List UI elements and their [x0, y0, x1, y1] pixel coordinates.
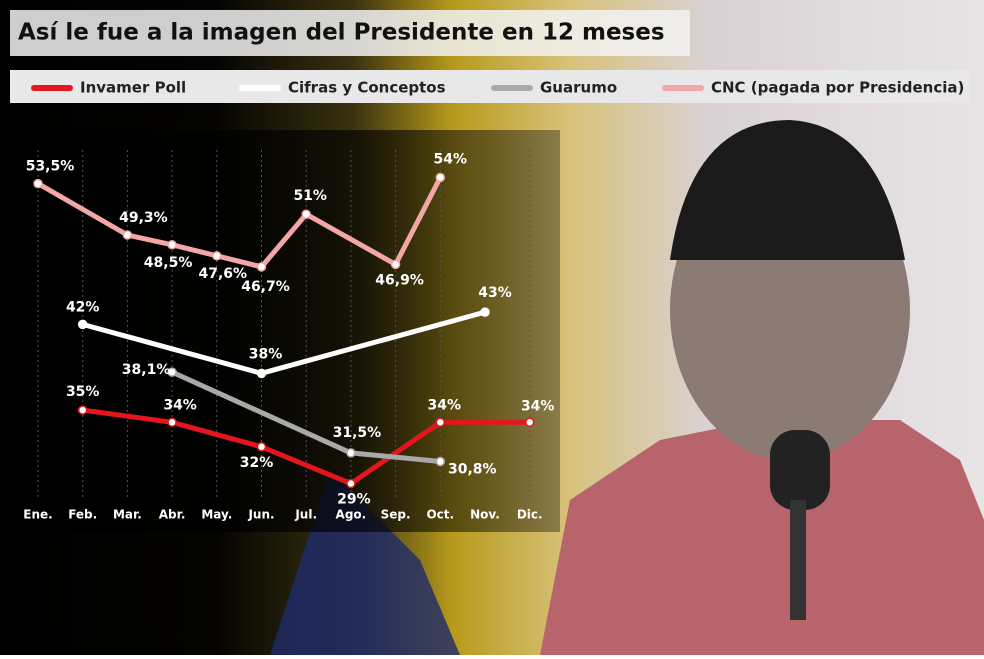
- data-label: 49,3%: [119, 210, 168, 226]
- point: [256, 368, 267, 379]
- point: [435, 456, 446, 467]
- line-segment: [169, 369, 354, 456]
- point: [33, 178, 43, 189]
- x-tick-label: Dic.: [517, 508, 543, 522]
- point: [77, 319, 88, 330]
- data-label: 42%: [66, 299, 100, 315]
- data-label: 54%: [434, 151, 468, 167]
- data-label: 38%: [249, 346, 283, 362]
- data-label: 35%: [66, 384, 100, 400]
- point: [390, 259, 401, 270]
- point: [480, 307, 490, 317]
- line-segment: [393, 174, 443, 267]
- x-tick-label: May.: [201, 508, 232, 522]
- point: [524, 417, 535, 428]
- point: [77, 405, 88, 415]
- x-tick-label: Feb.: [68, 508, 97, 522]
- x-tick-label: Sep.: [381, 508, 411, 522]
- data-label: 32%: [240, 455, 274, 471]
- data-label: 31,5%: [333, 425, 382, 441]
- line-segment: [259, 211, 309, 270]
- point: [435, 417, 446, 428]
- data-label: 30,8%: [448, 461, 497, 477]
- shirt: [540, 420, 984, 655]
- point: [346, 478, 356, 489]
- data-label: 53,5%: [26, 159, 75, 175]
- line-segment: [348, 419, 443, 487]
- point: [346, 448, 356, 458]
- line-segment: [303, 211, 399, 267]
- line-segment: [35, 181, 130, 238]
- data-label: 34%: [163, 397, 197, 413]
- x-tick-label: Nov.: [470, 508, 500, 522]
- x-tick-label: Ene.: [23, 508, 52, 522]
- line-segment: [259, 309, 488, 376]
- line-segment: [259, 444, 354, 487]
- data-label: 34%: [428, 397, 462, 413]
- data-label: 38,1%: [122, 362, 171, 378]
- x-tick-label: Mar.: [113, 508, 142, 522]
- legend-box: [10, 70, 970, 103]
- data-label: 46,7%: [241, 279, 290, 295]
- data-label: 47,6%: [199, 266, 248, 282]
- point: [167, 417, 177, 428]
- legend-label: CNC (pagada por Presidencia): [711, 79, 964, 97]
- x-tick-label: Oct.: [426, 508, 454, 522]
- line-segment: [124, 232, 175, 248]
- chart-title: Así le fue a la imagen del Presidente en…: [18, 20, 665, 46]
- line-segment: [80, 321, 264, 376]
- point: [167, 240, 177, 250]
- point: [435, 172, 446, 183]
- data-label: 43%: [478, 285, 512, 301]
- point: [256, 442, 267, 452]
- point: [212, 251, 222, 261]
- legend-label: Cifras y Conceptos: [288, 79, 446, 97]
- line-segment: [214, 253, 264, 270]
- point: [256, 262, 267, 272]
- x-tick-label: Ago.: [336, 508, 367, 522]
- point: [301, 209, 311, 219]
- line-segment: [80, 407, 175, 425]
- line-segment: [348, 450, 443, 464]
- x-tick-label: Jun.: [247, 508, 274, 522]
- data-label: 48,5%: [144, 255, 193, 271]
- x-tick-label: Abr.: [159, 508, 186, 522]
- data-label: 29%: [337, 492, 371, 508]
- x-tick-label: Jul.: [294, 508, 317, 522]
- point: [167, 367, 177, 377]
- line-segment: [169, 419, 264, 450]
- data-label: 46,9%: [375, 272, 424, 288]
- legend-label: Invamer Poll: [80, 79, 186, 97]
- line-segment: [169, 242, 220, 259]
- title-box: [10, 10, 690, 56]
- microphone: [770, 430, 830, 510]
- point: [122, 230, 133, 240]
- mic-stand: [790, 500, 806, 620]
- legend-label: Guarumo: [540, 79, 617, 97]
- data-label: 34%: [521, 398, 555, 414]
- data-label: 51%: [293, 188, 327, 204]
- cap: [670, 120, 905, 260]
